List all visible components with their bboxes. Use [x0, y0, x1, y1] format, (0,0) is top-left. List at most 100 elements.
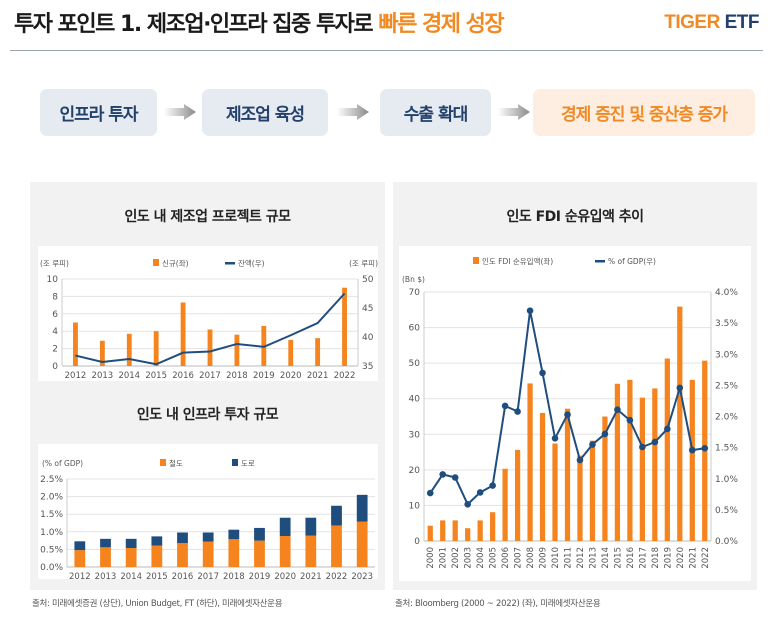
y-axis-label-left: (조 루피)	[40, 259, 69, 268]
title-main: 투자 포인트 1. 제조업·인프라 집중 투자로	[14, 12, 379, 37]
line-point	[688, 446, 696, 454]
x-tick-label: 2007	[514, 547, 524, 569]
bar	[452, 520, 458, 541]
x-tick-label: 2006	[501, 547, 511, 569]
bar	[180, 302, 186, 366]
line-point	[664, 425, 671, 433]
bar-rail	[125, 547, 137, 567]
bar	[589, 440, 596, 541]
legend-label: % of GDP(우)	[608, 257, 656, 266]
y-tick-left: 2	[52, 345, 58, 355]
line-point	[564, 411, 571, 418]
bar-road	[100, 538, 111, 548]
x-tick-label: 2012	[69, 572, 91, 582]
y-tick-left: 6	[52, 310, 58, 320]
y-tick-left: 4	[52, 327, 58, 337]
bar	[73, 322, 78, 366]
x-tick-label: 2022	[326, 572, 348, 582]
line-point	[601, 430, 609, 438]
bar-rail	[279, 536, 291, 567]
arrow-right-icon	[337, 104, 369, 120]
y-axis-label-left: (Bn $)	[402, 275, 425, 284]
bar	[99, 340, 105, 366]
bar	[477, 520, 483, 541]
line-point	[626, 416, 634, 424]
footnote-right: 출처: Bloomberg (2000 ~ 2022) (좌), 미래에셋자산운…	[395, 599, 601, 609]
x-tick-label: 2010	[551, 547, 561, 569]
y-tick-left: 0.0%	[40, 563, 63, 573]
bar	[664, 358, 670, 541]
y-tick-right: 45	[362, 304, 373, 314]
tiger-etf-logo: TIGER ETF	[664, 12, 759, 34]
y-tick-right: 40	[362, 333, 374, 343]
x-tick-label: 2015	[145, 371, 167, 381]
line-point	[439, 471, 447, 478]
x-tick-label: 2021	[688, 547, 698, 569]
bar-road	[305, 517, 317, 536]
x-tick-label: 2013	[95, 572, 117, 582]
x-tick-label: 2001	[439, 547, 449, 569]
bar-rail	[228, 539, 240, 567]
x-tick-label: 2022	[701, 547, 711, 569]
bar	[564, 408, 571, 541]
bar-rail	[254, 540, 265, 567]
bar	[427, 525, 433, 541]
line-point	[589, 441, 596, 448]
x-tick-label: 2020	[280, 371, 302, 381]
x-tick-label: 2014	[118, 371, 140, 381]
legend-swatch	[232, 459, 238, 466]
legend-label: 인도 FDI 순유입액(좌)	[482, 256, 553, 266]
legend-label: 철도	[169, 458, 183, 468]
y-tick-left: 8	[52, 292, 58, 302]
bar-road	[356, 494, 368, 522]
y-tick-right: 2.5%	[715, 381, 738, 391]
x-tick-label: 2019	[663, 547, 673, 569]
line-point	[501, 402, 509, 410]
x-tick-label: 2018	[226, 371, 248, 381]
title-highlight: 빠른 경제 성장	[378, 12, 504, 37]
flow-step-manufacturing: 제조업 육성	[202, 89, 328, 136]
x-tick-label: 2000	[426, 547, 436, 569]
bar	[552, 443, 558, 541]
bar	[689, 379, 695, 541]
x-tick-label: 2020	[274, 572, 296, 582]
x-tick-label: 2004	[476, 547, 486, 569]
x-tick-label: 2020	[676, 547, 686, 569]
x-tick-label: 2016	[172, 371, 194, 381]
bar	[539, 412, 546, 541]
y-tick-right: 50	[362, 275, 374, 285]
line-point	[639, 443, 646, 451]
manufacturing-chart-title: 인도 내 제조업 프로젝트 규모	[124, 209, 291, 225]
y-tick-left: 2.0%	[40, 493, 63, 503]
bar-road	[279, 517, 291, 537]
x-tick-label: 2003	[464, 547, 474, 569]
x-tick-label: 2015	[613, 547, 623, 569]
line-point	[476, 489, 484, 496]
page-title: 투자 포인트 1. 제조업·인프라 집중 투자로 빠른 경제 성장	[14, 6, 505, 38]
bar-rail	[100, 547, 111, 567]
y-tick-left: 2.5%	[40, 475, 63, 485]
x-tick-label: 2019	[253, 371, 275, 381]
line-point	[451, 474, 459, 481]
bar	[490, 512, 496, 541]
x-tick-label: 2017	[638, 547, 648, 569]
y-tick-left: 50	[409, 359, 421, 369]
x-tick-label: 2011	[564, 547, 574, 569]
line-point	[464, 500, 471, 508]
bar	[639, 397, 645, 541]
bar-road	[331, 505, 342, 526]
bar	[514, 449, 521, 541]
bar	[602, 416, 608, 541]
arrow-right-icon	[498, 104, 530, 120]
bar-road	[228, 529, 240, 540]
arrow-right-icon	[164, 104, 196, 120]
y-tick-left: 0	[414, 537, 420, 547]
y-tick-right: 0.0%	[715, 537, 738, 547]
line-point	[539, 369, 546, 377]
bar	[577, 455, 583, 541]
bar	[527, 383, 533, 541]
x-tick-label: 2009	[539, 547, 549, 569]
bar-road	[254, 527, 265, 541]
x-tick-label: 2014	[601, 547, 611, 569]
